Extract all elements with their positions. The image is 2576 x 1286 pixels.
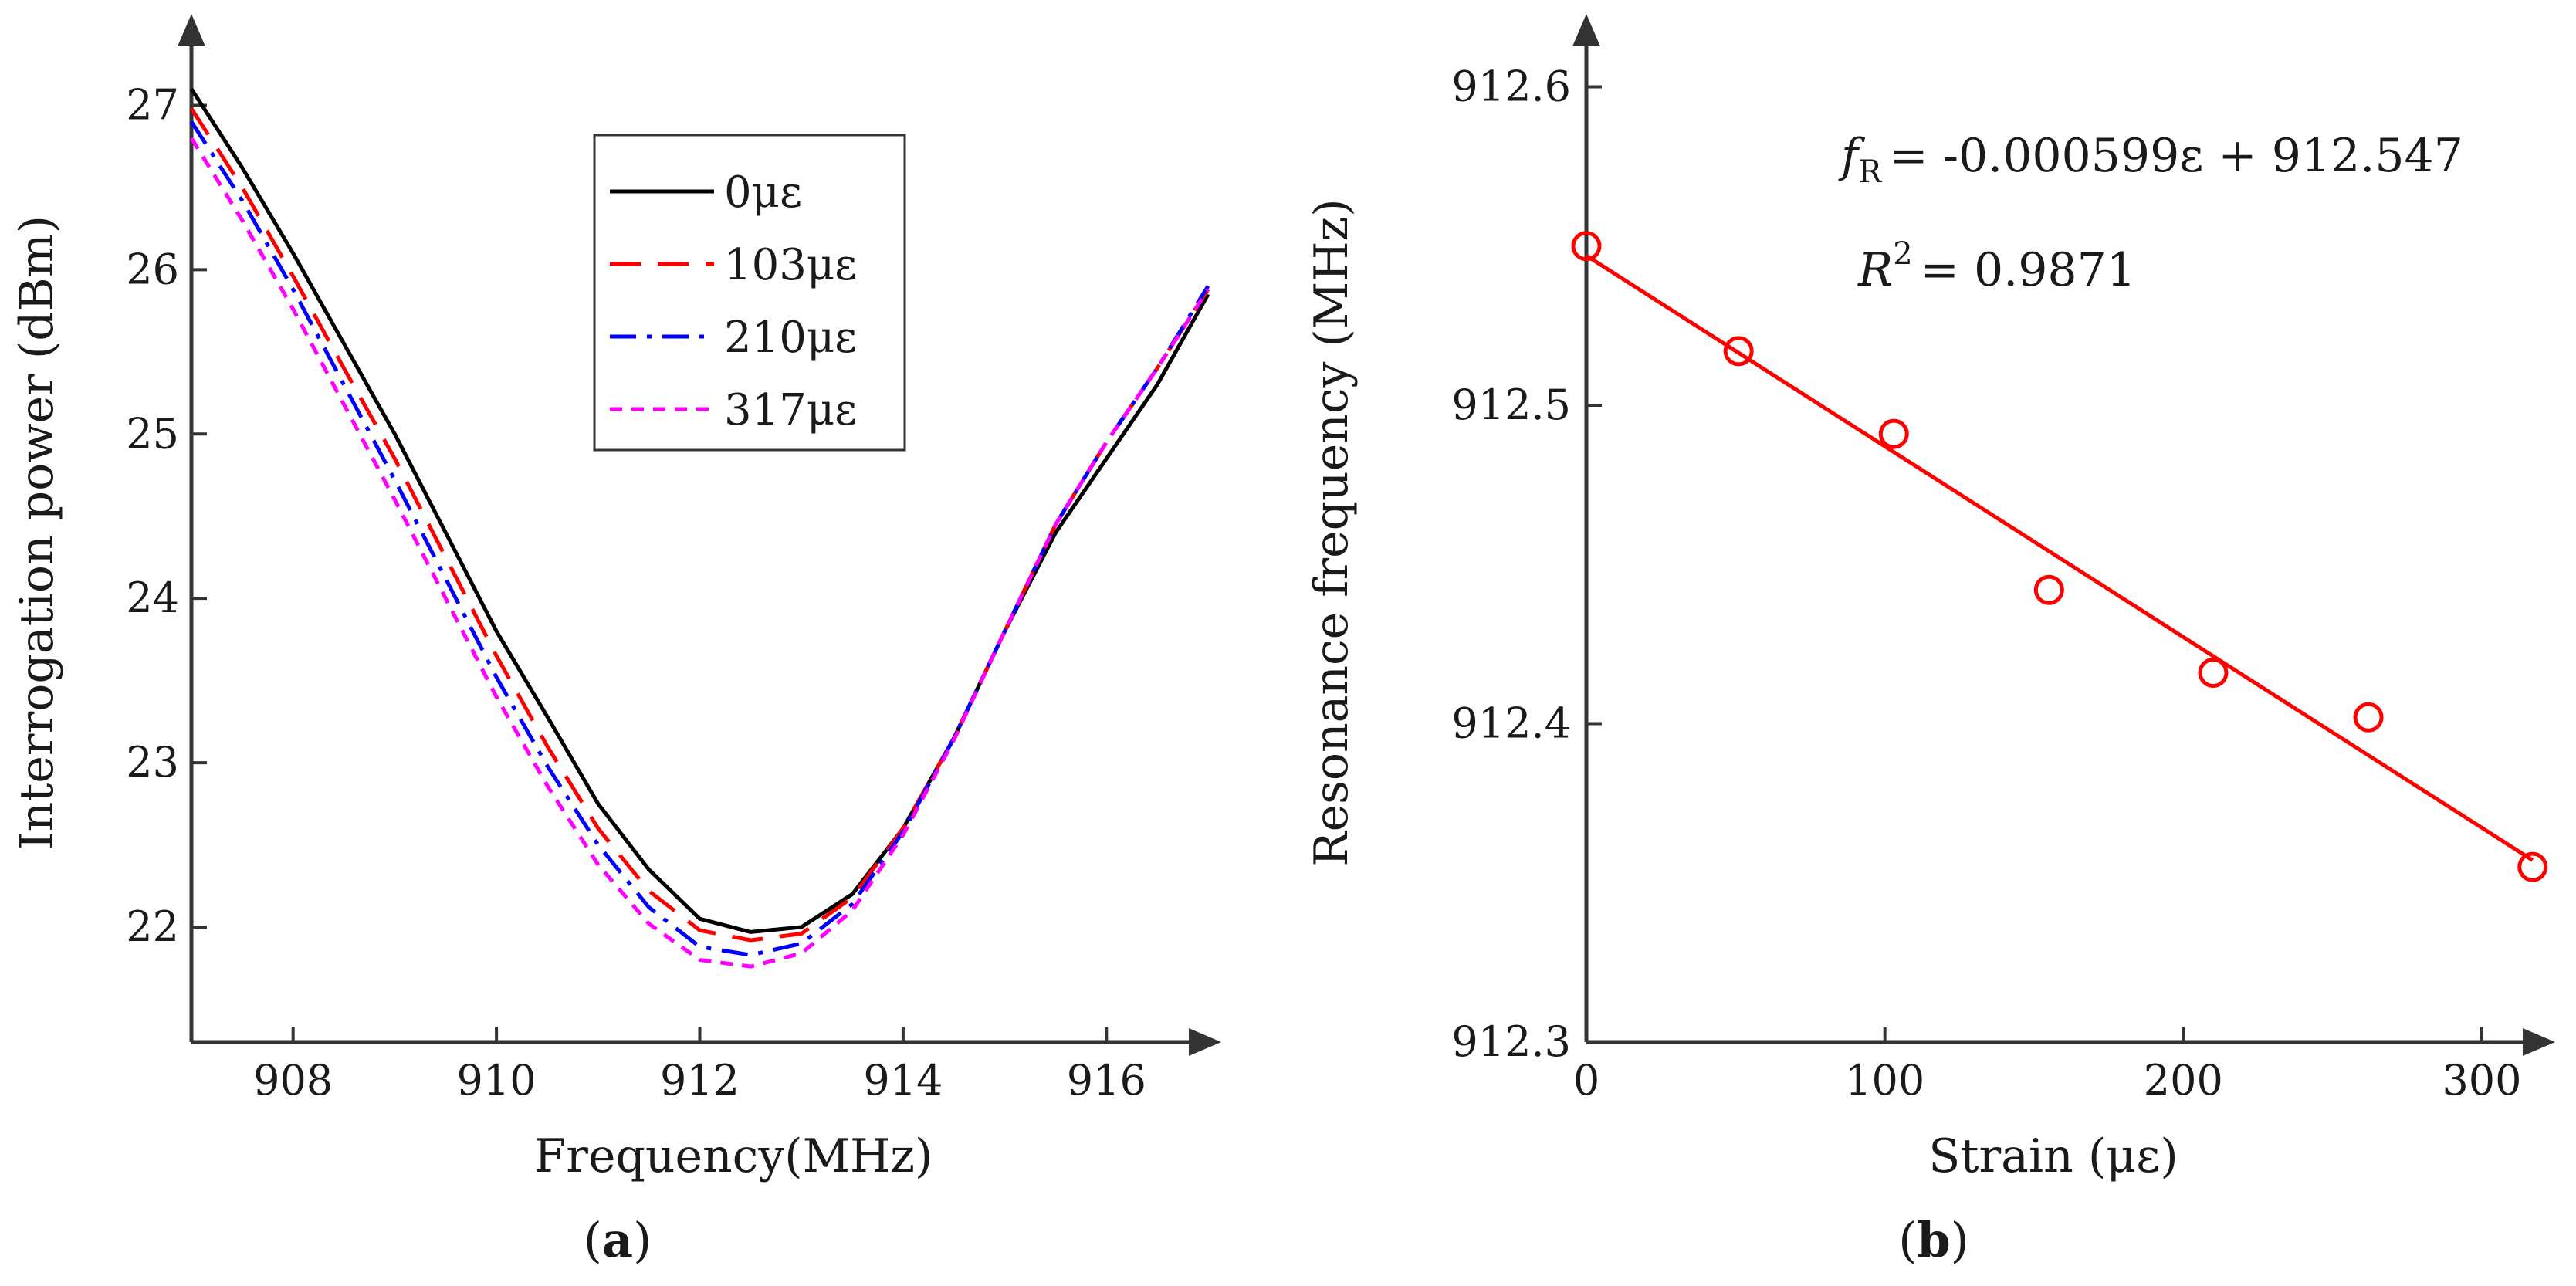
a-legend-label-1: 103με bbox=[724, 240, 857, 290]
a-y-axis-label: Interrogation power (dBm) bbox=[10, 215, 64, 850]
b-panel-label: (b) bbox=[1898, 1212, 1969, 1268]
b-x-axis-arrow bbox=[2523, 1028, 2555, 1056]
a-y-tick-label: 23 bbox=[126, 738, 179, 787]
b-data-points bbox=[1571, 231, 2548, 882]
a-x-tick-label: 908 bbox=[253, 1056, 333, 1105]
b-data-point bbox=[2198, 658, 2229, 688]
a-y-tick-label: 25 bbox=[126, 409, 179, 458]
a-y-tick-label: 27 bbox=[126, 80, 179, 129]
a-y-tick-label: 26 bbox=[126, 245, 179, 293]
panel-a-chart: 908 910 912 914 916 22 23 24 25 26 27 Interrogatio… bbox=[10, 14, 1221, 1268]
b-y-axis-arrow bbox=[1572, 14, 1600, 46]
a-ticks: 908 910 912 914 916 22 23 24 25 26 27 bbox=[126, 80, 1146, 1105]
b-x-tick-label: 100 bbox=[1845, 1056, 1924, 1105]
a-x-tick-label: 912 bbox=[660, 1056, 740, 1105]
a-y-tick-label: 24 bbox=[126, 574, 179, 622]
b-x-tick-label: 200 bbox=[2144, 1056, 2223, 1105]
a-y-tick-label: 22 bbox=[126, 902, 179, 951]
b-ticks: 0 100 200 300 912.3 912.4 912.5 912.6 bbox=[1451, 63, 2521, 1105]
b-x-axis-label: Strain (με) bbox=[1928, 1129, 2178, 1183]
b-r-squared: R2 = 0.9871 bbox=[1857, 236, 2136, 297]
a-y-axis-arrow bbox=[178, 14, 205, 46]
b-data-point bbox=[1723, 336, 1754, 367]
b-fit-equation: fR = -0.000599ε + 912.547 bbox=[1838, 129, 2463, 190]
a-x-axis-label: Frequency(MHz) bbox=[534, 1129, 933, 1183]
b-x-tick-label: 300 bbox=[2442, 1056, 2521, 1105]
panel-b-chart: 0 100 200 300 912.3 912.4 912.5 912.6 Resonance… bbox=[1305, 14, 2555, 1268]
a-legend-label-0: 0με bbox=[724, 168, 802, 218]
a-x-tick-label: 916 bbox=[1067, 1056, 1146, 1105]
b-fit-line bbox=[1585, 254, 2534, 862]
b-fit-line-group bbox=[1585, 254, 2534, 862]
b-x-tick-label: 0 bbox=[1573, 1056, 1599, 1105]
a-legend-label-3: 317με bbox=[724, 385, 857, 435]
b-data-point bbox=[2353, 702, 2384, 733]
b-y-axis-label: Resonance frequency (MHz) bbox=[1305, 198, 1359, 866]
b-y-tick-label: 912.3 bbox=[1451, 1017, 1571, 1066]
a-legend-box bbox=[593, 134, 906, 452]
b-data-point bbox=[1878, 418, 1909, 449]
b-data-point bbox=[2033, 574, 2064, 605]
a-x-axis-arrow bbox=[1189, 1028, 1221, 1056]
a-series-line-0 bbox=[189, 87, 1210, 934]
a-x-tick-label: 914 bbox=[863, 1056, 943, 1105]
a-legend: 0με 103με 210με 317με bbox=[593, 134, 906, 452]
a-legend-label-2: 210με bbox=[724, 313, 857, 363]
b-data-point bbox=[2517, 851, 2548, 882]
b-y-tick-label: 912.4 bbox=[1451, 699, 1571, 748]
a-panel-label: (a) bbox=[584, 1212, 652, 1268]
a-series-line-1 bbox=[189, 107, 1210, 943]
b-y-tick-label: 912.6 bbox=[1451, 63, 1571, 111]
a-x-tick-label: 910 bbox=[457, 1056, 537, 1105]
a-series-line-3 bbox=[189, 137, 1210, 969]
b-data-point bbox=[1571, 231, 1602, 262]
a-series-lines bbox=[189, 87, 1210, 969]
a-legend-items: 0με 103με 210με 317με bbox=[610, 168, 857, 435]
b-y-tick-label: 912.5 bbox=[1451, 381, 1571, 429]
